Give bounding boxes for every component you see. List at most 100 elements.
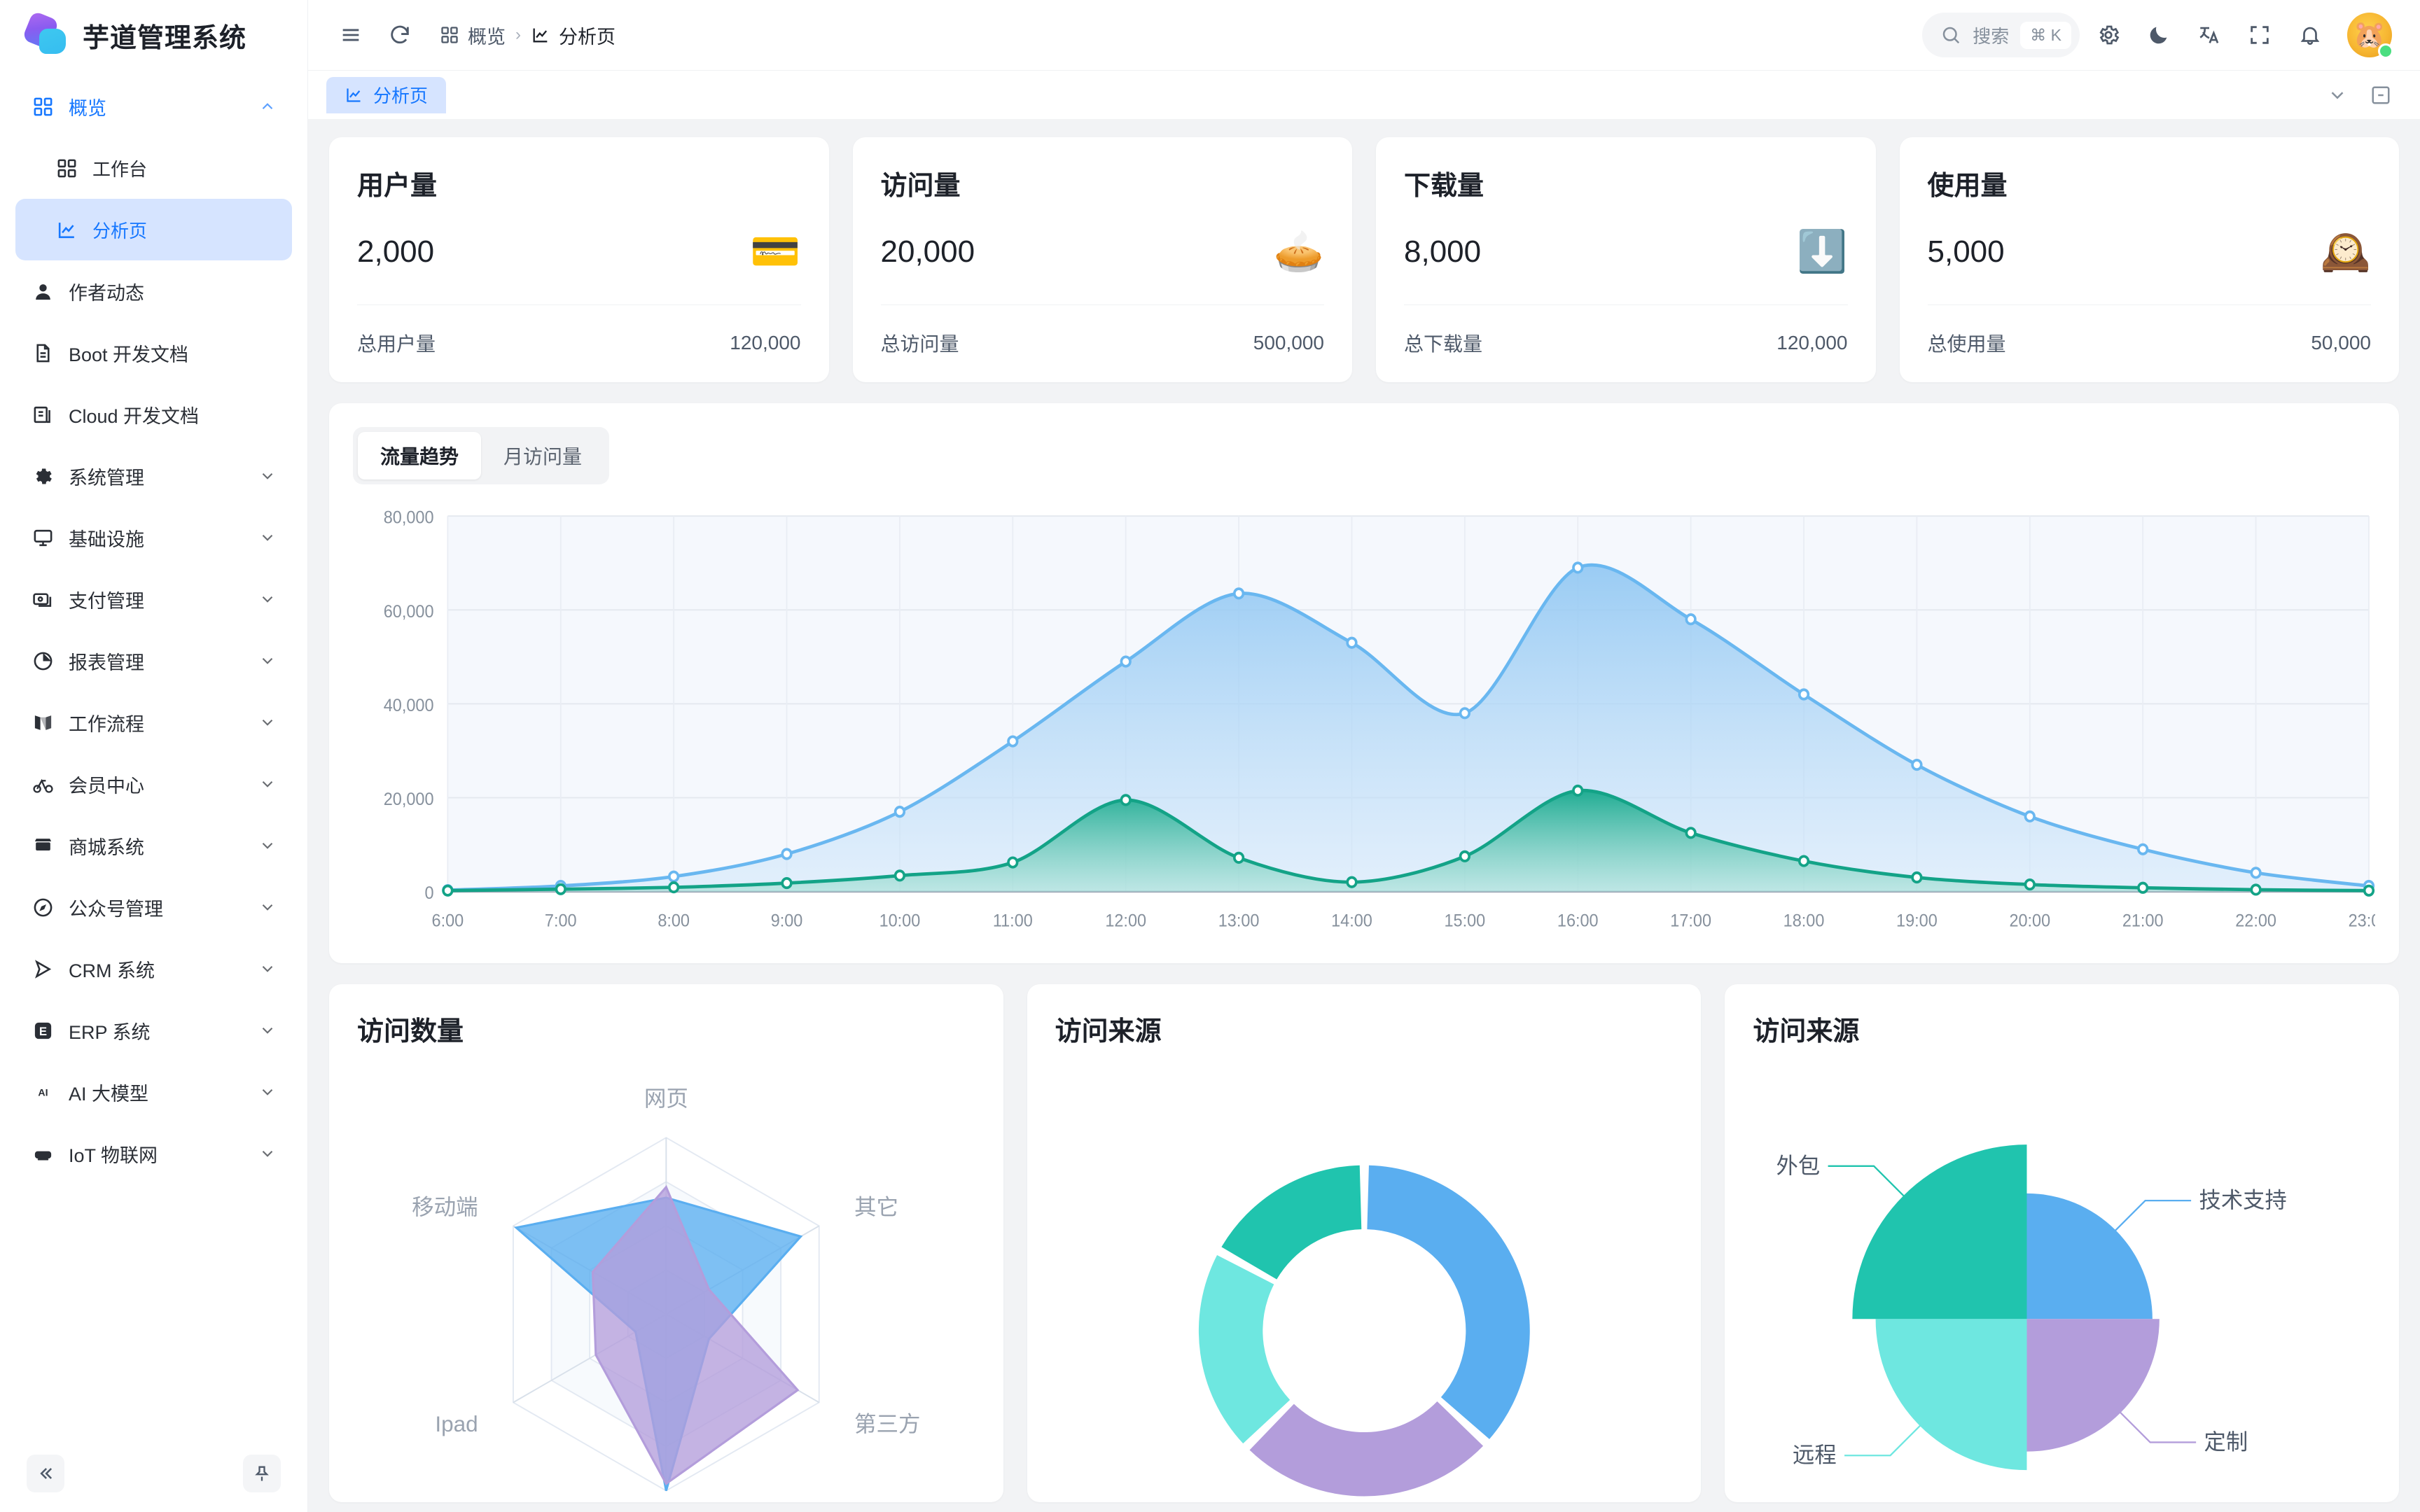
- svg-text:网页: 网页: [644, 1086, 688, 1111]
- grid-icon: [55, 156, 78, 180]
- chevron-down-icon: [262, 719, 273, 726]
- dark-mode-button[interactable]: [2137, 13, 2181, 57]
- stat-value: 8,000: [1404, 234, 1482, 269]
- svg-text:13:00: 13:00: [1218, 911, 1260, 931]
- stat-total-value: 120,000: [1776, 332, 1848, 354]
- sidebar-item-ai[interactable]: AI AI 大模型: [15, 1061, 292, 1123]
- svg-text:40,000: 40,000: [384, 696, 434, 715]
- fullscreen-icon: [2251, 26, 2269, 44]
- sidebar-item-analysis[interactable]: 分析页: [15, 199, 292, 260]
- sidebar-item-workbench[interactable]: 工作台: [15, 137, 292, 199]
- svg-text:80,000: 80,000: [384, 508, 434, 528]
- tab-expand-button[interactable]: [2365, 80, 2396, 111]
- search-input[interactable]: 搜索 ⌘ K: [1922, 13, 2080, 57]
- svg-text:18:00: 18:00: [1783, 911, 1825, 931]
- sidebar-menu: 概览 工作台 分析页 作者动态 Boot 开发文档 Cloud: [0, 70, 307, 1435]
- svg-text:8:00: 8:00: [658, 911, 690, 931]
- divider: [357, 304, 801, 305]
- pin-sidebar-button[interactable]: [243, 1455, 281, 1492]
- sidebar-item-overview[interactable]: 概览: [15, 76, 292, 137]
- svg-text:9:00: 9:00: [771, 911, 803, 931]
- language-button[interactable]: [2188, 13, 2231, 57]
- stat-total-value: 120,000: [730, 332, 801, 354]
- tabbar-actions: [2322, 80, 2396, 111]
- sidebar-item-cloud-docs[interactable]: Cloud 开发文档: [15, 384, 292, 445]
- sidebar-item-payment[interactable]: 支付管理: [15, 568, 292, 630]
- sidebar-item-author[interactable]: 作者动态: [15, 260, 292, 322]
- svg-text:22:00: 22:00: [2235, 911, 2276, 931]
- chevron-down-icon: [262, 1027, 273, 1034]
- sidebar-item-infra[interactable]: 基础设施: [15, 507, 292, 568]
- translate-icon: [2199, 27, 2219, 43]
- sidebar-item-label: ERP 系统: [69, 1021, 151, 1043]
- chart-icon: [347, 88, 361, 102]
- donut-chart: [1055, 1055, 1674, 1512]
- sidebar-item-mall[interactable]: 商城系统: [15, 815, 292, 876]
- stat-total-label: 总下载量: [1404, 333, 1483, 355]
- collapse-sidebar-button[interactable]: [27, 1455, 64, 1492]
- wallet-icon: [31, 587, 55, 611]
- sidebar-item-label: Boot 开发文档: [69, 344, 189, 365]
- chevron-down-icon: [262, 842, 273, 849]
- breadcrumb-label: 概览: [468, 26, 506, 48]
- stat-total-label: 总访问量: [880, 333, 959, 355]
- avatar[interactable]: 🐹: [2347, 13, 2393, 59]
- sidebar-item-workflow[interactable]: 工作流程: [15, 692, 292, 753]
- svg-text:60,000: 60,000: [384, 602, 434, 622]
- sidebar-item-crm[interactable]: CRM 系统: [15, 938, 292, 1000]
- stat-title: 访问量: [880, 172, 961, 201]
- trend-tab-monthly[interactable]: 月访问量: [503, 446, 583, 468]
- hamburger-menu-button[interactable]: [329, 13, 373, 57]
- svg-text:12:00: 12:00: [1105, 911, 1146, 931]
- sidebar-item-mp[interactable]: 公众号管理: [15, 876, 292, 938]
- svg-text:其它: 其它: [854, 1194, 898, 1219]
- sidebar-item-erp[interactable]: E ERP 系统: [15, 1000, 292, 1061]
- tab-analysis[interactable]: 分析页: [326, 76, 447, 113]
- svg-text:远程: 远程: [1793, 1443, 1837, 1467]
- sidebar-item-label: 商城系统: [69, 836, 144, 858]
- sidebar-item-label: 系统管理: [69, 467, 144, 489]
- tab-dropdown-button[interactable]: [2322, 80, 2353, 111]
- breadcrumb-item-analysis[interactable]: 分析页: [531, 22, 616, 49]
- sidebar-item-member[interactable]: 会员中心: [15, 753, 292, 815]
- svg-text:定制: 定制: [2204, 1429, 2248, 1454]
- stat-title: 用户量: [357, 172, 438, 201]
- moon-icon: [2150, 27, 2167, 44]
- svg-text:10:00: 10:00: [879, 911, 921, 931]
- svg-text:AI: AI: [38, 1087, 48, 1098]
- chart-icon: [55, 218, 78, 241]
- send-icon: [31, 957, 55, 981]
- settings-button[interactable]: [2087, 13, 2130, 57]
- trend-tab-flow[interactable]: 流量趋势: [358, 432, 482, 479]
- chevron-down-icon: [262, 904, 273, 911]
- refresh-button[interactable]: [378, 13, 422, 57]
- fullscreen-button[interactable]: [2238, 13, 2281, 57]
- sidebar-item-label: AI 大模型: [69, 1083, 149, 1105]
- svg-text:E: E: [39, 1024, 46, 1037]
- rose-card: 访问来源 技术支持 定制 远程 外包: [1725, 984, 2399, 1502]
- brand-logo[interactable]: 芋道管理系统: [0, 0, 307, 70]
- breadcrumb: 概览 › 分析页: [440, 22, 616, 49]
- breadcrumb-item-overview[interactable]: 概览: [440, 22, 506, 49]
- trend-card: 流量趋势 月访问量 0 20,000 40,000 60,000 80,000 6:00 7…: [329, 403, 2399, 963]
- sidebar-item-boot-docs[interactable]: Boot 开发文档: [15, 322, 292, 384]
- svg-text:15:00: 15:00: [1445, 911, 1486, 931]
- svg-text:21:00: 21:00: [2122, 911, 2164, 931]
- sidebar-item-label: 基础设施: [69, 528, 144, 550]
- sidebar-item-label: Cloud 开发文档: [69, 405, 200, 427]
- svg-text:6:00: 6:00: [432, 911, 464, 931]
- svg-text:11:00: 11:00: [993, 911, 1033, 931]
- breadcrumb-separator: ›: [515, 25, 521, 44]
- notifications-button[interactable]: [2288, 13, 2332, 57]
- divider: [1404, 304, 1848, 305]
- docs-icon: [31, 402, 55, 426]
- svg-text:外包: 外包: [1776, 1154, 1821, 1178]
- sidebar-item-iot[interactable]: IoT 物联网: [15, 1123, 292, 1184]
- ai-icon: AI: [31, 1080, 55, 1104]
- sidebar-item-system[interactable]: 系统管理: [15, 445, 292, 507]
- sidebar-item-label: 报表管理: [69, 652, 144, 673]
- svg-text:20,000: 20,000: [384, 790, 434, 809]
- stat-total-value: 50,000: [2311, 332, 2371, 354]
- sidebar-item-report[interactable]: 报表管理: [15, 630, 292, 692]
